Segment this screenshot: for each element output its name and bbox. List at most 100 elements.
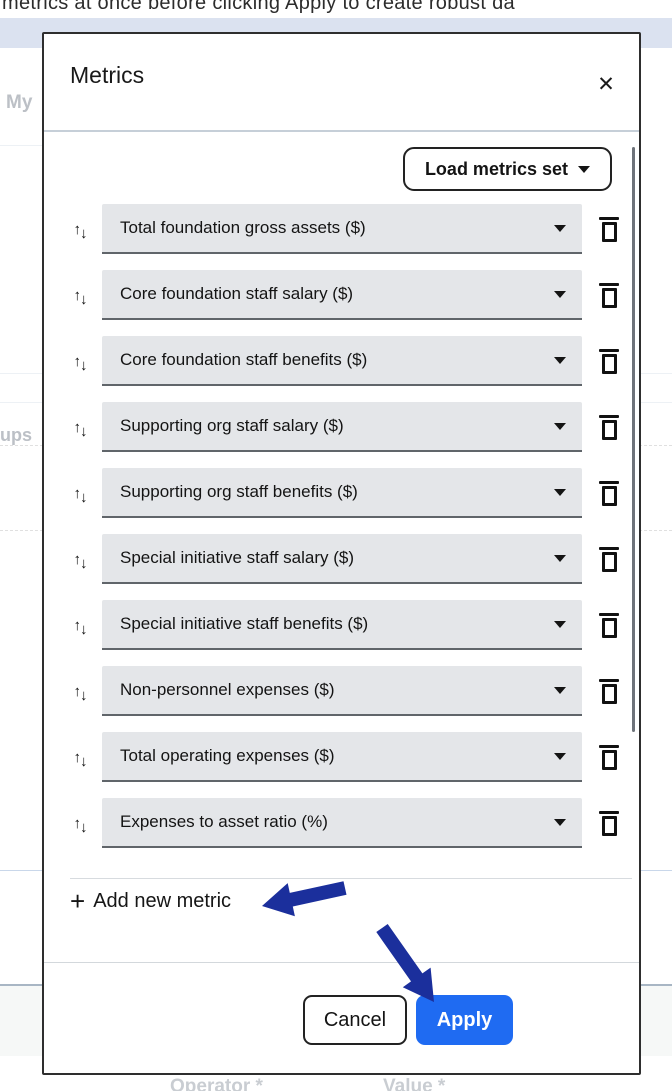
metric-row: ↑ ↓ Special initiative staff benefits ($… xyxy=(70,600,622,650)
arrow-down-icon: ↓ xyxy=(80,488,88,506)
chevron-down-icon xyxy=(554,818,566,826)
background-divider xyxy=(0,145,42,146)
metric-select[interactable]: Core foundation staff salary ($) xyxy=(102,270,582,320)
trash-icon xyxy=(596,348,622,374)
metric-select-value: Expenses to asset ratio (%) xyxy=(120,812,328,831)
metric-rows-list: ↑ ↓ Total foundation gross assets ($) ↑ … xyxy=(70,204,622,864)
metric-select-value: Special initiative staff salary ($) xyxy=(120,548,355,567)
load-metrics-set-label: Load metrics set xyxy=(424,158,568,179)
chevron-down-icon xyxy=(554,356,566,364)
metric-select[interactable]: Core foundation staff benefits ($) xyxy=(102,336,582,386)
metric-select[interactable]: Expenses to asset ratio (%) xyxy=(102,798,582,848)
drag-handle-icon[interactable]: ↑ ↓ xyxy=(70,814,92,836)
trash-icon xyxy=(596,216,622,242)
metric-select[interactable]: Supporting org staff benefits ($) xyxy=(102,468,582,518)
chevron-down-icon xyxy=(554,290,566,298)
metric-select[interactable]: Special initiative staff salary ($) xyxy=(102,534,582,584)
metric-row: ↑ ↓ Core foundation staff salary ($) xyxy=(70,270,622,320)
chevron-down-icon xyxy=(554,554,566,562)
arrow-down-icon: ↓ xyxy=(80,290,88,308)
metric-row: ↑ ↓ Supporting org staff salary ($) xyxy=(70,402,622,452)
metric-row: ↑ ↓ Total foundation gross assets ($) xyxy=(70,204,622,254)
modal-title: Metrics xyxy=(70,62,145,88)
arrow-up-icon: ↑ xyxy=(73,616,82,634)
metrics-modal: Metrics ✕ Load metrics set ↑ ↓ Total fou… xyxy=(42,32,641,1075)
delete-metric-button[interactable] xyxy=(596,478,622,508)
arrow-down-icon: ↓ xyxy=(80,686,88,704)
header-divider xyxy=(44,130,639,132)
arrow-up-icon: ↑ xyxy=(73,550,82,568)
arrow-down-icon: ↓ xyxy=(80,818,88,836)
close-button[interactable]: ✕ xyxy=(589,68,623,102)
chevron-down-icon xyxy=(554,686,566,694)
footer-divider xyxy=(44,962,639,963)
arrow-down-icon: ↓ xyxy=(80,554,88,572)
chevron-down-icon xyxy=(554,422,566,430)
trash-icon xyxy=(596,282,622,308)
drag-handle-icon[interactable]: ↑ ↓ xyxy=(70,682,92,704)
apply-button[interactable]: Apply xyxy=(416,995,513,1045)
trash-icon xyxy=(596,744,622,770)
metric-row: ↑ ↓ Expenses to asset ratio (%) xyxy=(70,798,622,848)
arrow-up-icon: ↑ xyxy=(73,484,82,502)
arrow-up-icon: ↑ xyxy=(73,748,82,766)
delete-metric-button[interactable] xyxy=(596,544,622,574)
drag-handle-icon[interactable]: ↑ ↓ xyxy=(70,748,92,770)
metric-select[interactable]: Supporting org staff salary ($) xyxy=(102,402,582,452)
metric-select-value: Total operating expenses ($) xyxy=(120,746,335,765)
chevron-down-icon xyxy=(554,224,566,232)
metric-select-value: Supporting org staff benefits ($) xyxy=(120,482,358,501)
metric-select[interactable]: Total operating expenses ($) xyxy=(102,732,582,782)
delete-metric-button[interactable] xyxy=(596,346,622,376)
metric-row: ↑ ↓ Supporting org staff benefits ($) xyxy=(70,468,622,518)
close-icon: ✕ xyxy=(597,73,615,96)
add-new-metric-label: Add new metric xyxy=(93,889,232,912)
arrow-up-icon: ↑ xyxy=(73,352,82,370)
background-clipped-text: metrics at once before clicking Apply to… xyxy=(2,0,515,14)
drag-handle-icon[interactable]: ↑ ↓ xyxy=(70,550,92,572)
chevron-down-icon xyxy=(578,165,590,173)
trash-icon xyxy=(596,810,622,836)
drag-handle-icon[interactable]: ↑ ↓ xyxy=(70,352,92,374)
background-value-label: Value * xyxy=(383,1076,446,1091)
drag-handle-icon[interactable]: ↑ ↓ xyxy=(70,287,92,308)
background-label-my: My xyxy=(6,92,33,113)
delete-metric-button[interactable] xyxy=(596,280,622,310)
metric-select-value: Core foundation staff salary ($) xyxy=(120,284,354,303)
metric-select[interactable]: Special initiative staff benefits ($) xyxy=(102,600,582,650)
metric-select-value: Core foundation staff benefits ($) xyxy=(120,350,368,369)
metric-select-value: Supporting org staff salary ($) xyxy=(120,416,344,435)
delete-metric-button[interactable] xyxy=(596,742,622,772)
arrow-up-icon: ↑ xyxy=(73,418,82,436)
arrow-up-icon: ↑ xyxy=(73,814,82,832)
drag-handle-icon[interactable]: ↑ ↓ xyxy=(70,484,92,506)
delete-metric-button[interactable] xyxy=(596,610,622,640)
arrow-down-icon: ↓ xyxy=(80,752,88,770)
scrollbar-thumb[interactable] xyxy=(632,147,635,732)
chevron-down-icon xyxy=(554,620,566,628)
add-metric-divider xyxy=(70,878,632,879)
drag-handle-icon[interactable]: ↑ ↓ xyxy=(70,220,92,242)
delete-metric-button[interactable] xyxy=(596,412,622,442)
arrow-down-icon: ↓ xyxy=(80,356,88,374)
drag-handle-icon[interactable]: ↑ ↓ xyxy=(70,418,92,440)
cancel-button[interactable]: Cancel xyxy=(303,995,407,1045)
load-metrics-set-button[interactable]: Load metrics set xyxy=(402,147,612,191)
metric-row: ↑ ↓ Core foundation staff benefits ($) xyxy=(70,336,622,386)
metric-select[interactable]: Total foundation gross assets ($) xyxy=(102,204,582,254)
trash-icon xyxy=(596,546,622,572)
plus-icon: + xyxy=(70,886,86,916)
metric-select[interactable]: Non-personnel expenses ($) xyxy=(102,666,582,716)
metric-select-value: Total foundation gross assets ($) xyxy=(120,218,366,237)
add-new-metric-button[interactable]: + Add new metric xyxy=(70,888,231,914)
arrow-up-icon: ↑ xyxy=(73,220,82,238)
metric-row: ↑ ↓ Non-personnel expenses ($) xyxy=(70,666,622,716)
background-label-ups: ups xyxy=(0,425,33,445)
delete-metric-button[interactable] xyxy=(596,214,622,244)
delete-metric-button[interactable] xyxy=(596,676,622,706)
delete-metric-button[interactable] xyxy=(596,808,622,838)
arrow-up-icon: ↑ xyxy=(73,682,82,700)
drag-handle-icon[interactable]: ↑ ↓ xyxy=(70,616,92,638)
arrow-down-icon: ↓ xyxy=(80,224,88,242)
